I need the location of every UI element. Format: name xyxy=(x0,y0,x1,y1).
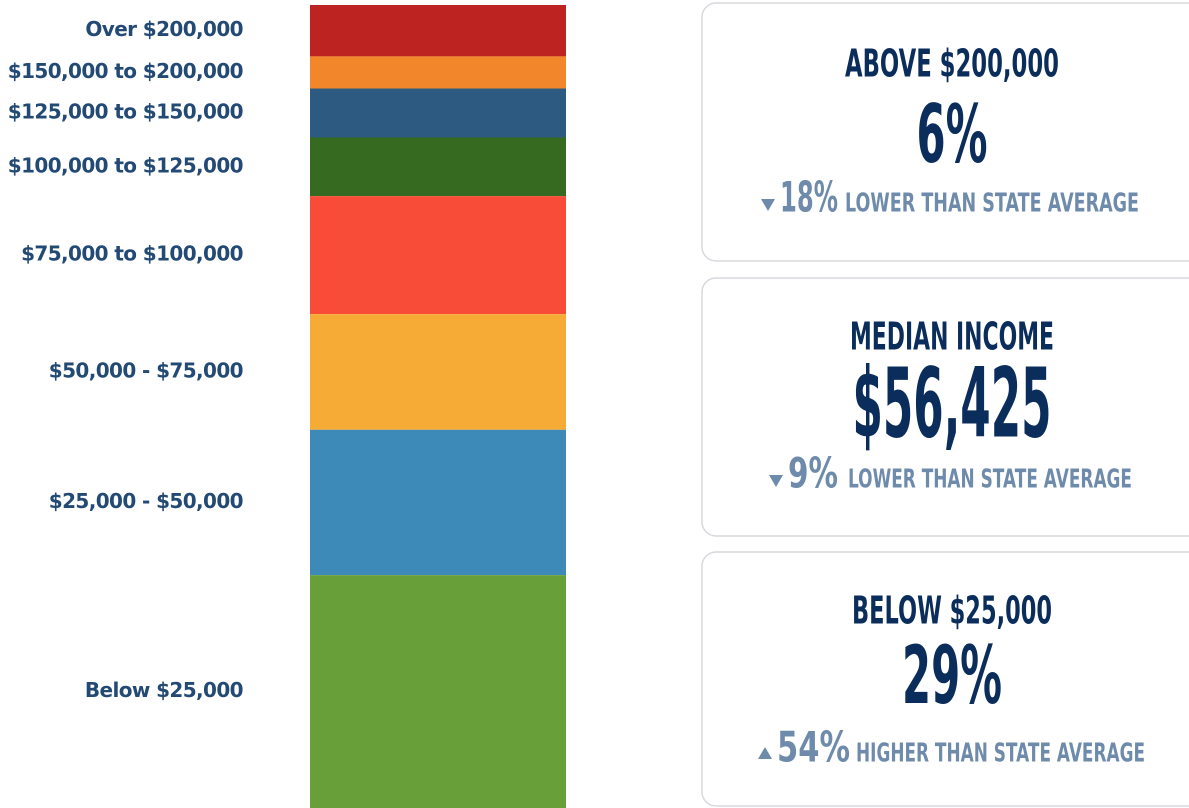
bar-segment xyxy=(310,575,566,808)
bar-segment xyxy=(310,137,566,197)
change-arrow xyxy=(761,199,775,211)
card-title: BELOW $25,000 xyxy=(852,589,1052,633)
card-frame xyxy=(701,2,1189,262)
change-note: HIGHER THAN STATE AVERAGE xyxy=(856,739,1145,769)
card-frame xyxy=(701,551,1189,807)
category-label: $25,000 - $50,000 xyxy=(49,489,243,513)
card-value: 29% xyxy=(902,629,1002,722)
bar-segment xyxy=(310,314,566,430)
card-title: MEDIAN INCOME xyxy=(850,315,1054,359)
change-value: 18% xyxy=(780,173,838,222)
card-title: ABOVE $200,000 xyxy=(845,42,1059,86)
bar-segment xyxy=(310,429,566,576)
card-frame xyxy=(701,277,1189,537)
category-label: $100,000 to $125,000 xyxy=(8,153,243,177)
change-arrow xyxy=(769,475,783,487)
change-arrow xyxy=(758,747,772,759)
category-label: $50,000 - $75,000 xyxy=(49,358,243,382)
change-note: LOWER THAN STATE AVERAGE xyxy=(845,189,1139,219)
bar-segment xyxy=(310,56,566,89)
change-value: 9% xyxy=(788,449,838,498)
category-label: Over $200,000 xyxy=(85,17,243,41)
card-value: $56,425 xyxy=(853,347,1052,459)
category-label: $150,000 to $200,000 xyxy=(8,59,243,83)
change-value: 54% xyxy=(777,723,850,772)
category-label: Below $25,000 xyxy=(85,678,243,702)
bar-segment xyxy=(310,5,566,57)
category-label: $125,000 to $150,000 xyxy=(8,100,243,124)
bar-segment xyxy=(310,88,566,138)
change-note: LOWER THAN STATE AVERAGE xyxy=(848,465,1132,495)
category-label: $75,000 to $100,000 xyxy=(21,242,243,266)
stat-card: MEDIAN INCOME$56,425 9% LOWER THAN STATE A… xyxy=(701,277,1189,537)
card-value: 6% xyxy=(917,88,988,181)
bar-segment xyxy=(310,196,566,315)
